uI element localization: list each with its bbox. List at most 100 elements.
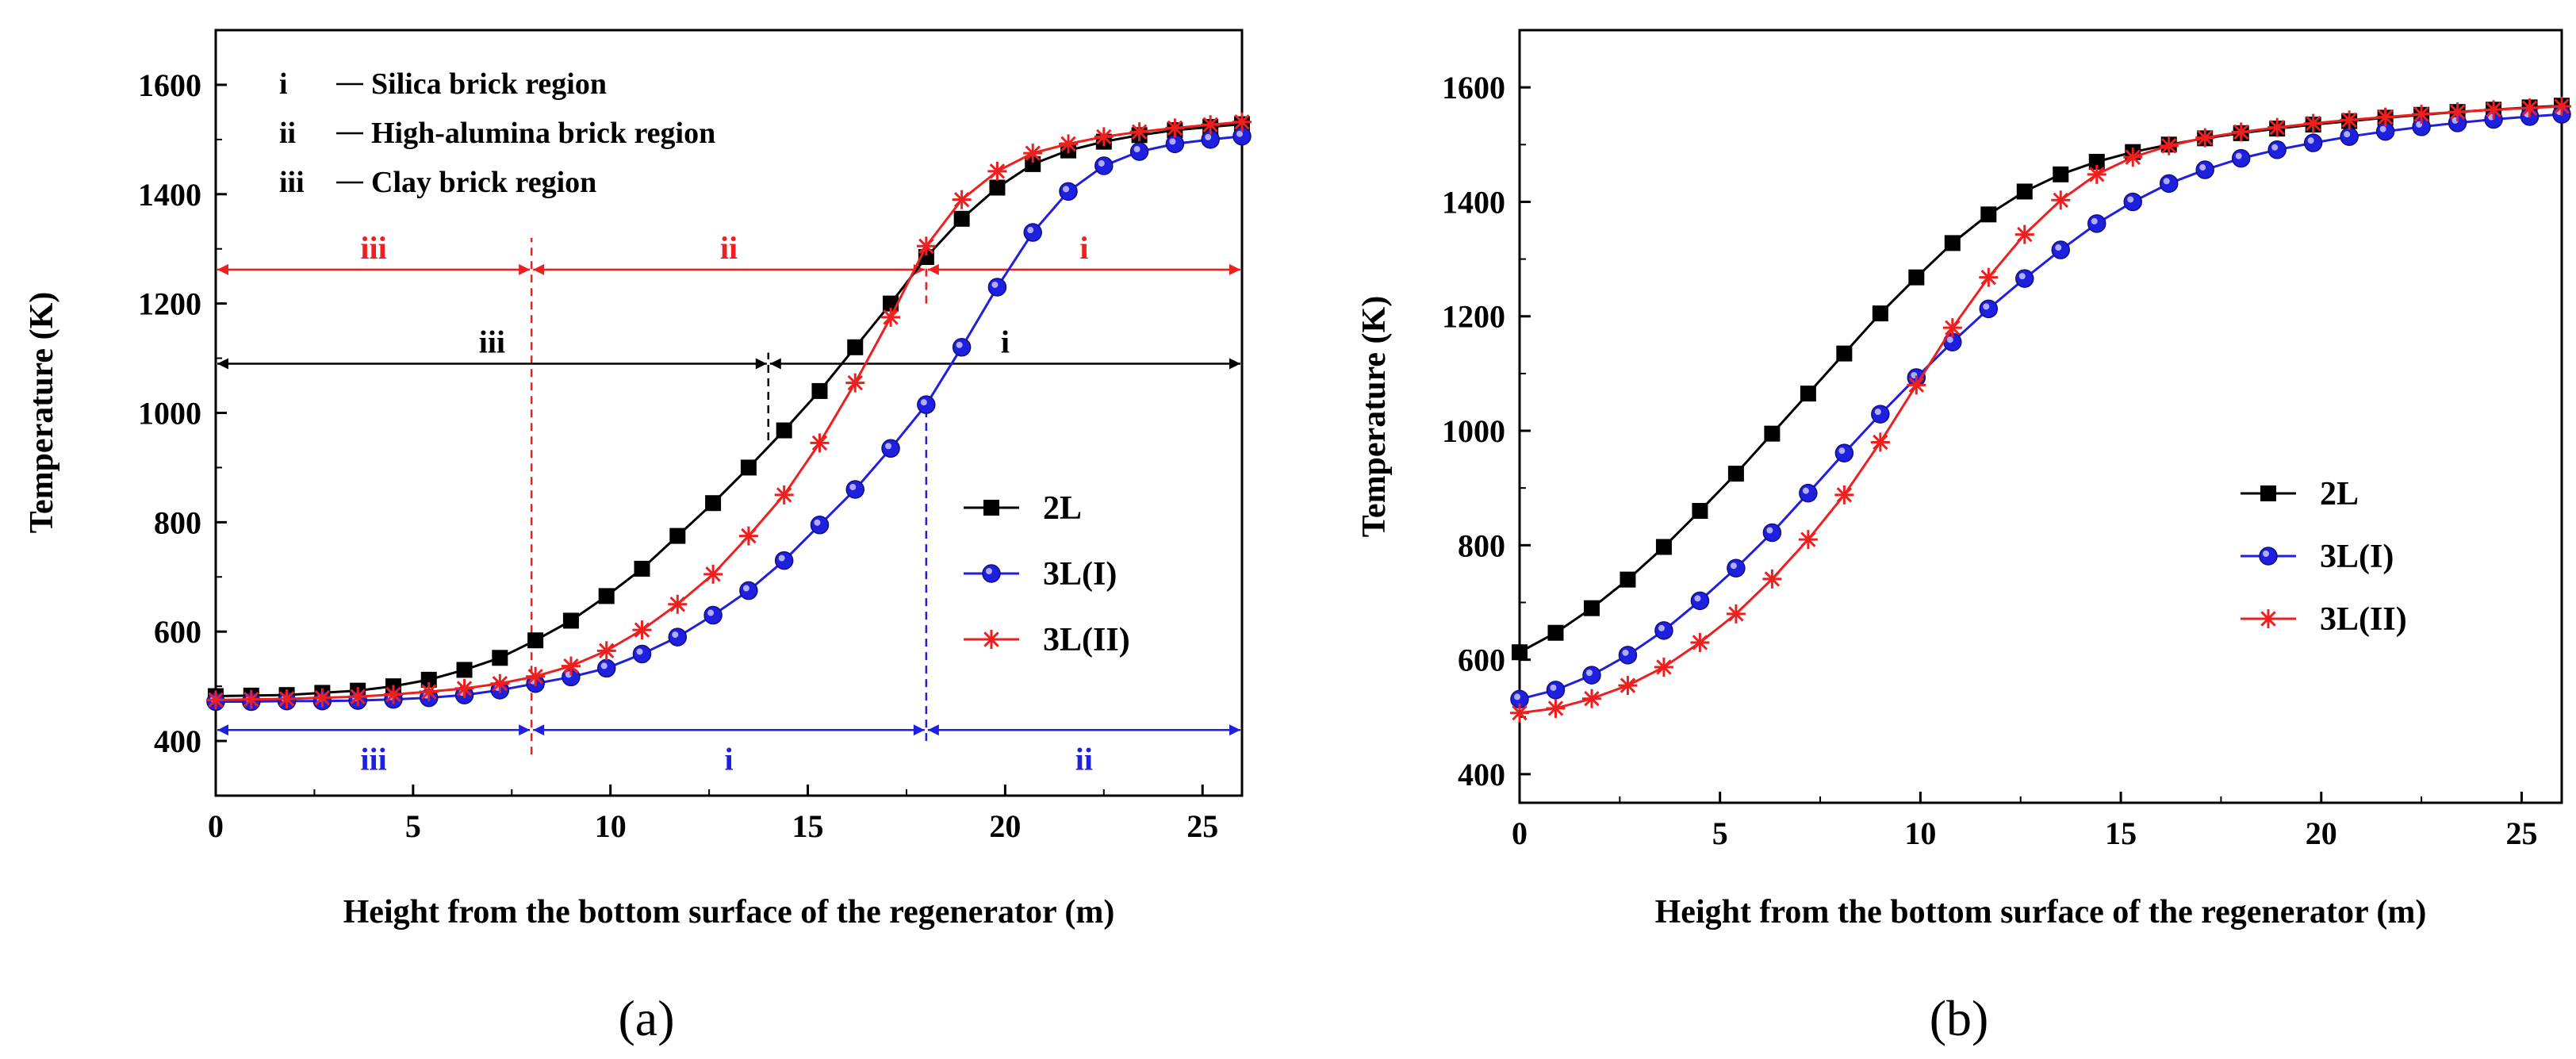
data-point [2231,122,2251,142]
data-point-highlight [2055,244,2062,251]
asterisk-stroke [2260,611,2276,627]
asterisk-stroke [1547,700,1564,716]
x-tick-label: 10 [1904,815,1936,851]
y-axis-label: Temperature (K) [24,292,60,533]
y-tick-label: 1000 [138,396,201,432]
data-point [776,422,792,439]
data-point [2087,214,2106,233]
data-point-highlight [1169,138,1176,145]
data-point [492,650,508,666]
data-point-highlight [1585,670,1593,677]
asterisk-stroke [2377,109,2394,125]
data-point [1762,523,1782,543]
legend: 2L 3L(I) 3L(II) [964,490,1130,658]
asterisk-stroke [527,669,543,685]
y-tick-label: 1600 [138,67,201,103]
asterisk-stroke [847,374,863,391]
asterisk-stroke [2449,104,2466,120]
region-label: i [1001,324,1010,359]
data-point [2053,166,2069,182]
data-point [811,382,828,399]
asterisk-stroke [563,658,579,674]
asterisk-stroke [669,597,686,612]
legend-label: 3L(I) [1043,556,1117,593]
data-point-highlight [2199,164,2206,171]
asterisk-stroke [811,435,828,451]
data-point [774,485,794,505]
data-point [348,687,368,707]
data-point [1094,127,1114,147]
data-point-highlight [778,554,785,562]
legend: 2L 3L(I) 3L(II) [2241,476,2407,638]
data-point [1129,142,1149,161]
asterisk-stroke [2053,192,2068,208]
region-label: ii [720,230,738,266]
data-point [2195,160,2214,179]
data-point-highlight [2127,196,2134,203]
y-tick-label: 400 [1458,757,1505,792]
data-point [1870,432,1890,452]
data-point [1654,658,1673,677]
data-point [632,644,652,664]
data-point [1654,621,1673,640]
region-label: i [1079,230,1088,266]
asterisk-stroke [953,191,970,208]
data-point-highlight [1514,693,1520,700]
y-tick-label: 1200 [1442,299,1505,335]
asterisk-stroke [243,691,259,708]
data-point-highlight [1874,409,1881,416]
data-point [526,666,546,686]
data-point [1581,689,1601,708]
region-arrow-arrow-left [217,263,228,275]
data-point-highlight [672,631,679,639]
x-tick-label: 25 [2505,815,2537,851]
data-point [1762,569,1782,589]
data-point [1618,646,1638,665]
asterisk-stroke [1060,136,1076,152]
legend-label: 3L(II) [2320,601,2407,638]
data-point [810,516,830,535]
region-arrow-arrow-left [217,358,228,370]
region-arrow-arrow-left [217,724,228,736]
legend-label: 2L [1043,490,1082,527]
data-point-highlight [1236,130,1243,137]
data-point [2340,127,2359,146]
data-point [952,338,972,357]
x-tick-label: 0 [1512,815,1528,851]
legend-note-text: Silica brick region [371,67,607,101]
data-point [2159,174,2179,194]
asterisk-stroke [1945,320,1961,336]
asterisk-stroke [2233,124,2249,140]
asterisk-stroke [456,681,473,696]
asterisk-stroke [1873,434,1888,451]
data-point [2195,128,2215,148]
data-point-highlight [2091,217,2098,224]
data-point [634,560,650,577]
asterisk-stroke [883,309,899,325]
asterisk-stroke [2269,119,2285,136]
asterisk-stroke [634,622,650,638]
legend-marker [983,500,999,516]
asterisk-stroke [1728,606,1744,622]
y-tick-label: 600 [1458,643,1505,678]
asterisk-stroke [2017,226,2033,243]
data-point [527,632,544,649]
data-point-highlight [2271,144,2279,151]
region-label: iii [360,230,386,266]
asterisk-stroke [599,643,615,659]
data-point [2520,98,2540,118]
legend-marker-highlight [986,568,992,574]
y-axis-label: Temperature (K) [1356,296,1393,537]
data-point [383,685,403,704]
data-point [2552,96,2571,116]
data-point [1799,483,1818,503]
data-point [1979,299,1999,319]
data-point [1836,345,1853,362]
legend-marker [2260,485,2276,501]
data-point [1023,223,1042,242]
y-tick-label: 600 [154,614,201,650]
data-point [1908,269,1925,286]
